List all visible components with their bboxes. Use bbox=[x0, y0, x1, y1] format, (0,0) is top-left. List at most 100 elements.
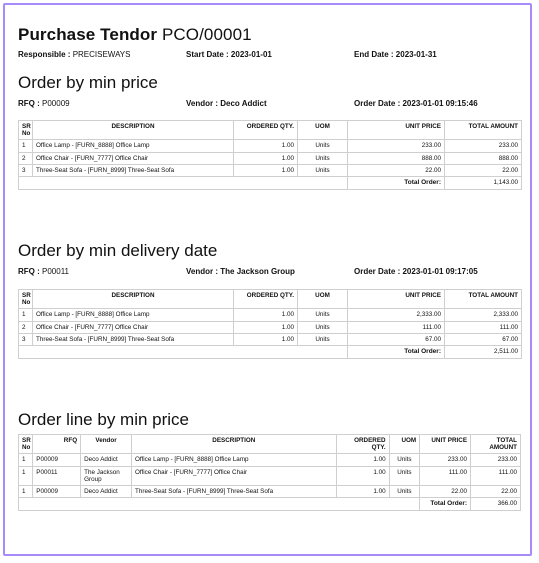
table-row: 1 Office Lamp - [FURN_8888] Office Lamp … bbox=[18, 308, 522, 322]
cell-description: Three-Seat Sofa - [FURN_8999] Three-Seat… bbox=[131, 485, 337, 499]
table-row: 1 Office Lamp - [FURN_8888] Office Lamp … bbox=[18, 139, 522, 153]
total-order-label: Total Order: bbox=[419, 497, 472, 511]
col-rfq: RFQ bbox=[32, 433, 82, 455]
col-vendor: Vendor bbox=[80, 433, 132, 455]
cell-description: Office Chair - [FURN_7777] Office Chair bbox=[32, 320, 234, 334]
cell-qty: 1.00 bbox=[335, 485, 390, 499]
cell-uom: Units bbox=[388, 485, 421, 499]
total-row: Total Order: 366.00 bbox=[17, 497, 521, 511]
vendor-label: Vendor : bbox=[186, 99, 219, 108]
cell-total: 111.00 bbox=[444, 320, 522, 334]
cell-description: Three-Seat Sofa - [FURN_8999] Three-Seat… bbox=[32, 163, 234, 178]
min-delivery-table: SR No DESCRIPTION ORDERED QTY. UOM UNIT … bbox=[18, 288, 522, 359]
cell-description: Office Lamp - [FURN_8888] Office Lamp bbox=[32, 139, 234, 153]
cell-total: 67.00 bbox=[444, 332, 522, 347]
cell-uom: Units bbox=[297, 151, 348, 165]
table-row: 1 P00009 Deco Addict Three-Seat Sofa - [… bbox=[17, 485, 521, 499]
cell-rfq: P00009 bbox=[32, 485, 82, 499]
cell-sr: 3 bbox=[18, 163, 33, 178]
responsible-label: Responsible : bbox=[18, 50, 71, 59]
cell-qty: 1.00 bbox=[233, 163, 298, 178]
cell-description: Office Chair - [FURN_7777] Office Chair bbox=[131, 465, 337, 487]
cell-uom: Units bbox=[297, 139, 348, 153]
tender-reference: PCO/00001 bbox=[161, 25, 252, 44]
end-date-label: End Date : bbox=[354, 50, 394, 59]
cell-sr: 1 bbox=[17, 485, 34, 499]
total-spacer bbox=[18, 176, 348, 190]
cell-unit-price: 67.00 bbox=[347, 332, 445, 347]
col-unit-price: UNIT PRICE bbox=[347, 288, 445, 310]
line-min-price-table: SR No RFQ Vendor DESCRIPTION ORDERED QTY… bbox=[17, 433, 521, 511]
min-price-table: SR No DESCRIPTION ORDERED QTY. UOM UNIT … bbox=[18, 119, 522, 190]
cell-qty: 1.00 bbox=[233, 151, 298, 165]
table-row: 2 Office Chair - [FURN_7777] Office Chai… bbox=[18, 320, 522, 334]
vendor-value: Deco Addict bbox=[220, 99, 267, 108]
title-text: Purchase Tendor bbox=[18, 25, 158, 44]
start-date-value: 2023-01-01 bbox=[230, 50, 272, 59]
cell-description: Office Chair - [FURN_7777] Office Chair bbox=[32, 151, 234, 165]
cell-unit-price: 22.00 bbox=[419, 485, 472, 499]
table-row: 1 P00011 The Jackson Group Office Chair … bbox=[17, 465, 521, 487]
order-date-label: Order Date : bbox=[354, 267, 401, 276]
col-sr: SR No bbox=[18, 288, 33, 310]
cell-qty: 1.00 bbox=[233, 308, 298, 322]
table-header-row: SR No DESCRIPTION ORDERED QTY. UOM UNIT … bbox=[18, 119, 522, 141]
end-date-line: End Date : 2023-01-31 bbox=[354, 50, 437, 59]
sec1-date-line: Order Date : 2023-01-01 09:15:46 bbox=[354, 99, 478, 108]
col-unit-price: UNIT PRICE bbox=[347, 119, 445, 141]
cell-rfq: P00011 bbox=[32, 465, 82, 487]
total-order-label: Total Order: bbox=[347, 345, 445, 359]
col-uom: UOM bbox=[297, 119, 348, 141]
col-total: TOTAL AMOUNT bbox=[444, 119, 522, 141]
rfq-label: RFQ : bbox=[18, 99, 40, 108]
cell-total: 233.00 bbox=[470, 453, 521, 467]
table-header-row: SR No DESCRIPTION ORDERED QTY. UOM UNIT … bbox=[18, 288, 522, 310]
sec2-date-line: Order Date : 2023-01-01 09:17:05 bbox=[354, 267, 478, 276]
start-date-label: Start Date : bbox=[186, 50, 229, 59]
cell-unit-price: 233.00 bbox=[347, 139, 445, 153]
total-spacer bbox=[17, 497, 421, 511]
cell-sr: 3 bbox=[18, 332, 33, 347]
col-description: DESCRIPTION bbox=[131, 433, 337, 455]
total-order-value: 2,511.00 bbox=[444, 345, 522, 359]
col-qty: ORDERED QTY. bbox=[233, 288, 298, 310]
cell-uom: Units bbox=[297, 332, 348, 347]
cell-sr: 1 bbox=[17, 465, 34, 487]
col-description: DESCRIPTION bbox=[32, 119, 234, 141]
col-total: TOTAL AMOUNT bbox=[444, 288, 522, 310]
cell-uom: Units bbox=[388, 453, 421, 467]
cell-total: 233.00 bbox=[444, 139, 522, 153]
cell-qty: 1.00 bbox=[233, 139, 298, 153]
cell-qty: 1.00 bbox=[335, 453, 390, 467]
section-min-delivery-title: Order by min delivery date bbox=[18, 241, 218, 260]
col-sr: SR No bbox=[18, 119, 33, 141]
col-unit-price: UNIT PRICE bbox=[419, 433, 472, 455]
order-date-value: 2023-01-01 09:15:46 bbox=[402, 99, 478, 108]
cell-sr: 1 bbox=[18, 139, 33, 153]
total-order-value: 366.00 bbox=[470, 497, 521, 511]
cell-unit-price: 111.00 bbox=[419, 465, 472, 487]
cell-unit-price: 111.00 bbox=[347, 320, 445, 334]
col-uom: UOM bbox=[297, 288, 348, 310]
cell-unit-price: 233.00 bbox=[419, 453, 472, 467]
cell-uom: Units bbox=[297, 308, 348, 322]
cell-description: Three-Seat Sofa - [FURN_8999] Three-Seat… bbox=[32, 332, 234, 347]
table-header-row: SR No RFQ Vendor DESCRIPTION ORDERED QTY… bbox=[17, 433, 521, 455]
col-sr: SR No bbox=[17, 433, 34, 455]
total-row: Total Order: 1,143.00 bbox=[18, 176, 522, 190]
cell-total: 888.00 bbox=[444, 151, 522, 165]
table-row: 3 Three-Seat Sofa - [FURN_8999] Three-Se… bbox=[18, 332, 522, 347]
cell-rfq: P00009 bbox=[32, 453, 82, 467]
cell-unit-price: 888.00 bbox=[347, 151, 445, 165]
sec1-rfq-line: RFQ : P00009 bbox=[18, 99, 70, 108]
cell-total: 22.00 bbox=[470, 485, 521, 499]
total-order-value: 1,143.00 bbox=[444, 176, 522, 190]
sec2-rfq-line: RFQ : P00011 bbox=[18, 267, 69, 276]
cell-uom: Units bbox=[297, 320, 348, 334]
sec1-vendor-line: Vendor : Deco Addict bbox=[186, 99, 267, 108]
rfq-label: RFQ : bbox=[18, 267, 40, 276]
vendor-label: Vendor : bbox=[186, 267, 219, 276]
total-spacer bbox=[18, 345, 348, 359]
cell-vendor: Deco Addict bbox=[80, 453, 132, 467]
order-date-value: 2023-01-01 09:17:05 bbox=[402, 267, 478, 276]
